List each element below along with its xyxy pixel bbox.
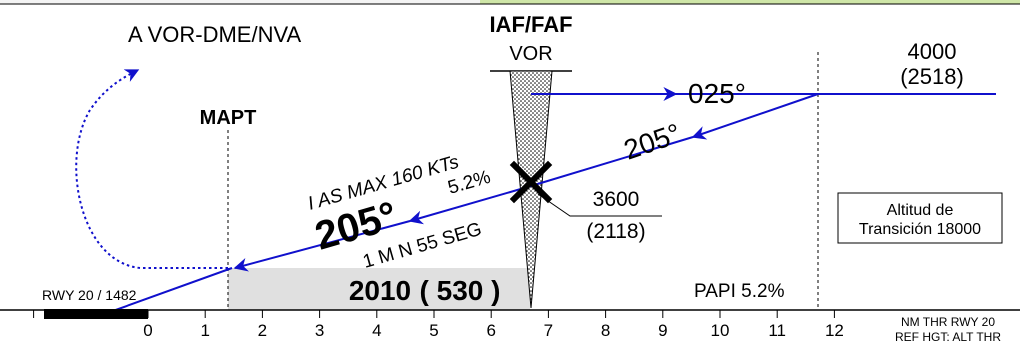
distance-tick-label: 7 — [544, 321, 553, 340]
descent-to-fix-track — [691, 93, 819, 140]
outbound-course: 025° — [688, 78, 746, 109]
distance-tick-label: 1 — [200, 321, 209, 340]
mda-value: 2010 — [349, 275, 411, 306]
distance-tick-label: 8 — [601, 321, 610, 340]
fix-altitude: 3600 — [593, 188, 640, 211]
transition-line2: Transición 18000 — [859, 221, 981, 238]
distance-tick-label: 0 — [143, 321, 152, 340]
final-track-upper — [530, 136, 694, 187]
outbound-altitude: 4000 — [908, 39, 957, 64]
distance-tick-label: 9 — [658, 321, 667, 340]
distance-tick-label: 12 — [825, 321, 844, 340]
distance-tick-label: 5 — [429, 321, 438, 340]
distance-tick-label: 4 — [372, 321, 381, 340]
final-track-lower — [233, 220, 411, 272]
distance-tick-labels: 0 1 2 3 4 5 6 7 8 9 10 11 12 — [143, 321, 844, 340]
runway-bar — [44, 309, 148, 319]
fix-altitude-leader — [537, 193, 662, 217]
final-fix-cross — [509, 160, 553, 204]
scale-caption-line2: REF HGT: ALT THR — [895, 330, 1001, 344]
runway-approach-segment — [109, 267, 233, 313]
iaf-faf-label: IAF/FAF — [489, 12, 572, 37]
vor-label: VOR — [509, 43, 552, 65]
distance-tick-label: 2 — [258, 321, 267, 340]
mapt-label: MAPT — [200, 107, 257, 129]
missed-approach-track — [75, 69, 228, 269]
outbound-altitude-height: (2518) — [900, 64, 964, 89]
scale-caption-line1: NM THR RWY 20 — [901, 315, 995, 329]
distance-tick-label: 10 — [711, 321, 730, 340]
mda-shaded-area — [228, 268, 530, 310]
top-border-strip — [0, 0, 1020, 5]
inbound-course-upper: 205° — [620, 118, 685, 166]
mda-height: ( 530 ) — [420, 275, 501, 306]
transition-altitude-box — [837, 192, 1003, 244]
flight-tracks — [75, 69, 996, 313]
distance-tick-marks — [33, 310, 835, 318]
fix-altitude-height: (2118) — [586, 220, 645, 243]
distance-tick-label: 11 — [768, 321, 786, 340]
final-track-mid — [408, 185, 532, 225]
distance-tick-label: 6 — [486, 321, 495, 340]
papi-label: PAPI 5.2% — [694, 281, 785, 302]
procedure-title: A VOR-DME/NVA — [128, 22, 302, 47]
distance-tick-label: 3 — [315, 321, 324, 340]
transition-line1: Altitud de — [887, 202, 954, 219]
runway-label: RWY 20 / 1482 — [42, 287, 137, 303]
